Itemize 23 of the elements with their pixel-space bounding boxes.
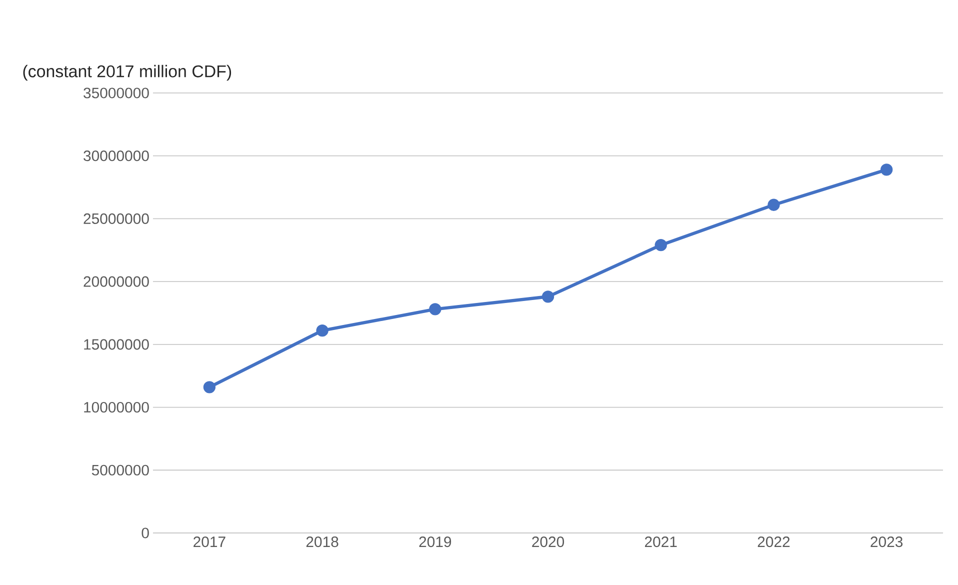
- y-tick-label: 30000000: [84, 150, 149, 162]
- y-tick-label: 35000000: [84, 88, 149, 98]
- x-tick-label: 2020: [532, 536, 564, 548]
- y-tick-label: 20000000: [84, 276, 149, 287]
- point: [654, 239, 667, 252]
- point: [542, 290, 554, 303]
- point: [768, 198, 780, 211]
- x-tick-label: 2018: [306, 536, 338, 548]
- point: [429, 303, 442, 316]
- x-tick-label: 2022: [758, 536, 790, 548]
- point: [316, 324, 328, 337]
- chart-title: (constant 2017 million CDF): [23, 64, 232, 81]
- y-tick-label: 25000000: [84, 213, 149, 224]
- x-tick-label: 2019: [419, 536, 452, 548]
- point: [203, 381, 216, 394]
- y-tick-label: 5000000: [92, 464, 149, 476]
- x-tick-label: 2023: [870, 536, 903, 548]
- y-tick-label: 10000000: [84, 402, 149, 413]
- x-tick-label: 2021: [644, 536, 677, 548]
- y-tick-label: 15000000: [84, 339, 149, 350]
- y-tick-label: 0: [142, 528, 149, 538]
- x-tick-label: 2017: [194, 536, 226, 548]
- point: [880, 164, 893, 176]
